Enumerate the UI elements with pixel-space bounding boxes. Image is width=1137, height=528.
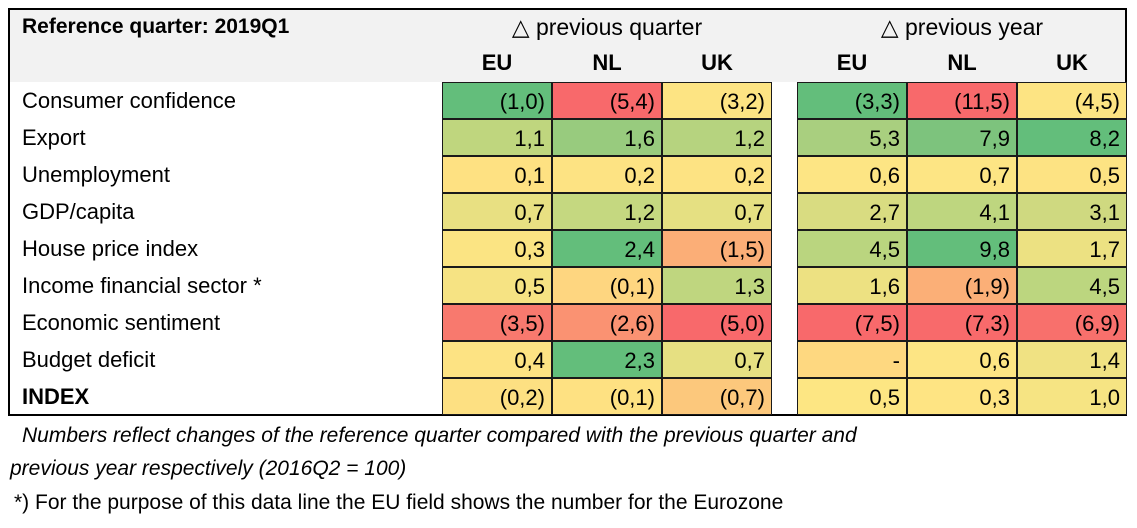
footnote: *) For the purpose of this data line the… bbox=[14, 491, 784, 514]
note-line-1: Numbers reflect changes of the reference… bbox=[22, 424, 857, 447]
row-label: Export bbox=[22, 125, 86, 150]
value-cell: 0,5 bbox=[1017, 156, 1127, 193]
column-header: UK bbox=[701, 50, 733, 75]
value-cell: (7,5) bbox=[797, 304, 907, 341]
value-cell: (1,9) bbox=[907, 267, 1017, 304]
value-cell: 4,5 bbox=[1017, 267, 1127, 304]
value-cell: 4,1 bbox=[907, 193, 1017, 230]
value-cell: 1,7 bbox=[1017, 230, 1127, 267]
value-cell: (11,5) bbox=[907, 82, 1017, 119]
value-cell: (7,3) bbox=[907, 304, 1017, 341]
value-cell: 0,3 bbox=[442, 230, 552, 267]
row-label: GDP/capita bbox=[22, 199, 135, 224]
value-cell: (0,2) bbox=[442, 378, 552, 415]
header-background bbox=[10, 10, 1125, 82]
column-header: NL bbox=[592, 50, 622, 75]
value-cell: 0,7 bbox=[442, 193, 552, 230]
value-cell: 0,3 bbox=[907, 378, 1017, 415]
value-cell: 2,3 bbox=[552, 341, 662, 378]
value-cell: 1,1 bbox=[442, 119, 552, 156]
value-cell: - bbox=[797, 341, 907, 378]
value-cell: 4,5 bbox=[797, 230, 907, 267]
value-cell: 0,4 bbox=[442, 341, 552, 378]
row-label: Budget deficit bbox=[22, 347, 156, 372]
row-label: Economic sentiment bbox=[22, 310, 221, 335]
value-cell: 0,7 bbox=[907, 156, 1017, 193]
value-cell: 1,2 bbox=[662, 119, 772, 156]
value-cell: (3,2) bbox=[662, 82, 772, 119]
value-cell: 0,2 bbox=[662, 156, 772, 193]
value-cell: 7,9 bbox=[907, 119, 1017, 156]
value-cell: 1,2 bbox=[552, 193, 662, 230]
value-cell: (5,4) bbox=[552, 82, 662, 119]
value-cell: 8,2 bbox=[1017, 119, 1127, 156]
table-title: Reference quarter: 2019Q1 bbox=[22, 15, 290, 38]
value-cell: 0,6 bbox=[797, 156, 907, 193]
row-label: Consumer confidence bbox=[22, 88, 237, 113]
value-cell: 0,1 bbox=[442, 156, 552, 193]
value-cell: (3,3) bbox=[797, 82, 907, 119]
value-cell: 0,5 bbox=[442, 267, 552, 304]
value-cell: 3,1 bbox=[1017, 193, 1127, 230]
value-cell: (3,5) bbox=[442, 304, 552, 341]
value-cell: 5,3 bbox=[797, 119, 907, 156]
value-cell: (0,7) bbox=[662, 378, 772, 415]
value-cell: 9,8 bbox=[907, 230, 1017, 267]
value-cell: (2,6) bbox=[552, 304, 662, 341]
value-cell: 1,3 bbox=[662, 267, 772, 304]
value-cell: 0,2 bbox=[552, 156, 662, 193]
value-cell: 1,4 bbox=[1017, 341, 1127, 378]
column-header: NL bbox=[947, 50, 977, 75]
value-cell: (1,5) bbox=[662, 230, 772, 267]
column-header: EU bbox=[836, 50, 868, 75]
row-label: Income financial sector * bbox=[22, 273, 262, 298]
row-label: House price index bbox=[22, 236, 199, 261]
value-cell: 2,7 bbox=[797, 193, 907, 230]
value-cell: 1,6 bbox=[797, 267, 907, 304]
value-cell: 0,7 bbox=[662, 341, 772, 378]
column-header: UK bbox=[1056, 50, 1088, 75]
value-cell: (0,1) bbox=[552, 378, 662, 415]
row-label: INDEX bbox=[22, 384, 90, 409]
value-cell: (6,9) bbox=[1017, 304, 1127, 341]
column-header: EU bbox=[481, 50, 513, 75]
value-cell: (0,1) bbox=[552, 267, 662, 304]
value-cell: 0,7 bbox=[662, 193, 772, 230]
value-cell: 2,4 bbox=[552, 230, 662, 267]
group-header-previous-year: △ previous year bbox=[880, 14, 1044, 40]
value-cell: 0,5 bbox=[797, 378, 907, 415]
value-cell: 0,6 bbox=[907, 341, 1017, 378]
value-cell: (1,0) bbox=[442, 82, 552, 119]
value-cell: (5,0) bbox=[662, 304, 772, 341]
row-label: Unemployment bbox=[22, 162, 170, 187]
note-line-2: previous year respectively (2016Q2 = 100… bbox=[10, 457, 407, 480]
group-header-previous-quarter: △ previous quarter bbox=[511, 14, 703, 40]
value-cell: (4,5) bbox=[1017, 82, 1127, 119]
value-cell: 1,6 bbox=[552, 119, 662, 156]
value-cell: 1,0 bbox=[1017, 378, 1127, 415]
